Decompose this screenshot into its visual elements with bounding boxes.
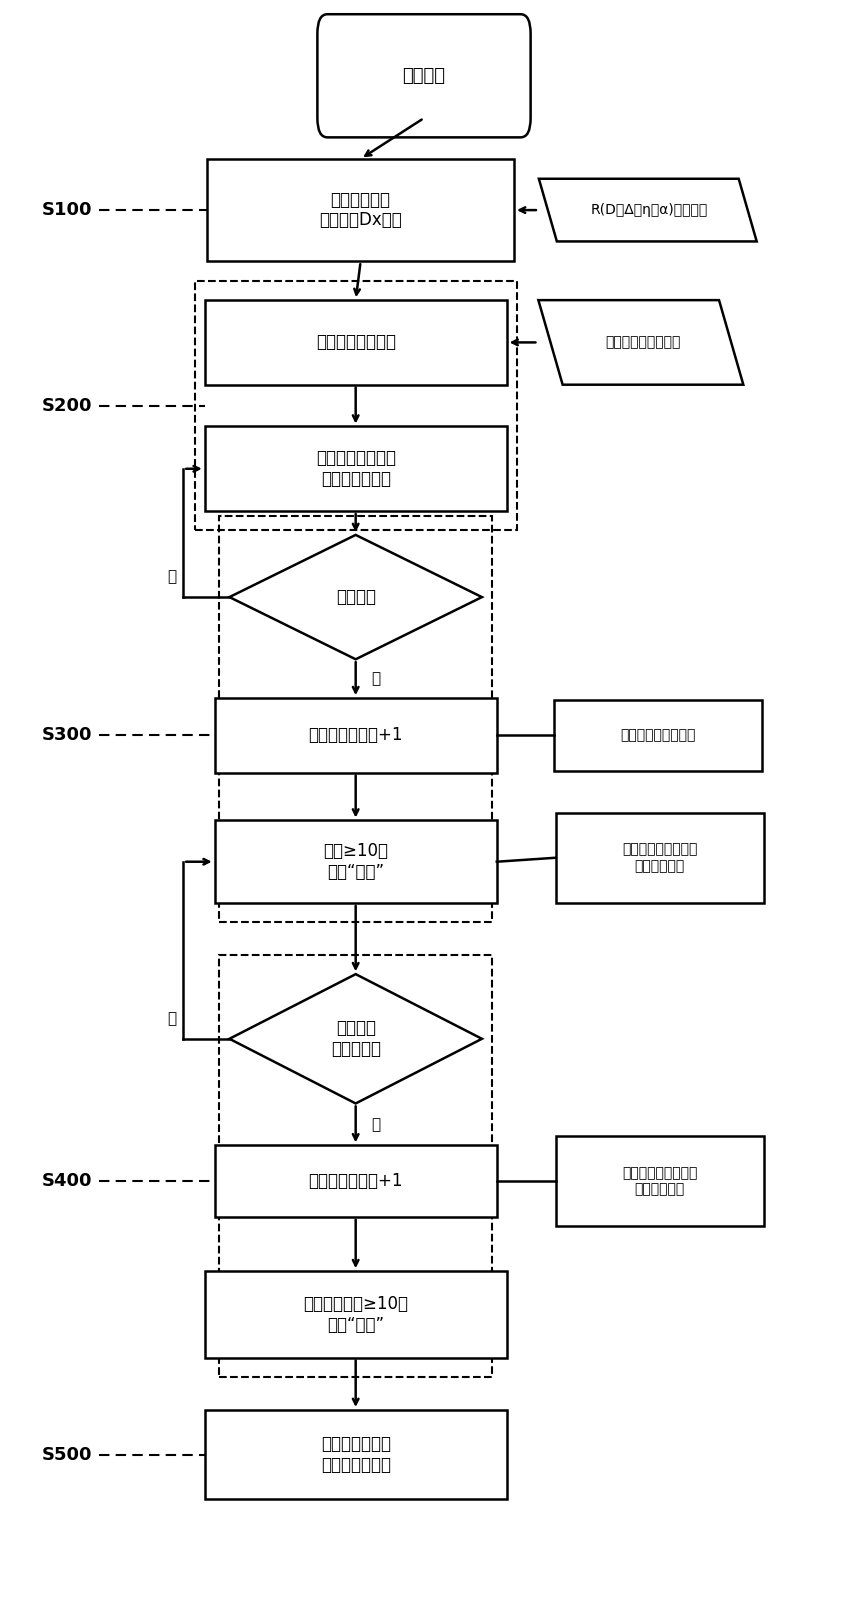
- Text: S500: S500: [42, 1446, 92, 1464]
- Text: 规则命中，计数+1: 规则命中，计数+1: [309, 1172, 403, 1189]
- Text: 规则命中计数≥10，
产生“模式”: 规则命中计数≥10， 产生“模式”: [304, 1294, 408, 1333]
- Text: 札机运行: 札机运行: [403, 66, 445, 84]
- Text: 建立札机孔型
基圆直径Dx模型: 建立札机孔型 基圆直径Dx模型: [319, 191, 402, 229]
- Text: 否: 否: [167, 569, 176, 585]
- Bar: [215, 698, 497, 772]
- Bar: [204, 1409, 506, 1500]
- Text: S400: S400: [42, 1172, 92, 1189]
- Text: R(D、Δ、η、α)函数数据: R(D、Δ、η、α)函数数据: [590, 204, 708, 217]
- Polygon shape: [230, 974, 482, 1104]
- Text: 对应命中，计数+1: 对应命中，计数+1: [309, 726, 403, 745]
- Bar: [215, 821, 497, 903]
- Bar: [204, 427, 506, 511]
- FancyBboxPatch shape: [317, 15, 531, 137]
- Text: S100: S100: [42, 200, 92, 220]
- Text: 模糊推导，计数次数
据可手动设置: 模糊推导，计数次数 据可手动设置: [622, 1167, 697, 1196]
- Text: 推导参数以指导
调整或控制札制: 推导参数以指导 调整或控制札制: [321, 1435, 391, 1474]
- Text: 是: 是: [371, 671, 380, 687]
- Text: 钓筋成品札制参数: 钓筋成品札制参数: [315, 333, 396, 351]
- Polygon shape: [230, 535, 482, 659]
- Text: 建立产品工艺参数
与特性数据函数: 建立产品工艺参数 与特性数据函数: [315, 449, 396, 488]
- Text: S200: S200: [42, 396, 92, 415]
- Bar: [194, 281, 516, 530]
- Bar: [204, 1272, 506, 1357]
- Text: 否: 否: [167, 1012, 176, 1026]
- Bar: [204, 301, 506, 385]
- Bar: [554, 700, 762, 771]
- Text: 规格、钓号、重量等: 规格、钓号、重量等: [605, 336, 680, 349]
- Text: 参数接近: 参数接近: [336, 588, 376, 606]
- Text: 模糊推导，计数次数
据可手动设置: 模糊推导，计数次数 据可手动设置: [622, 842, 697, 873]
- Bar: [207, 158, 514, 262]
- Bar: [555, 1136, 764, 1227]
- Polygon shape: [538, 179, 756, 241]
- Text: 是: 是: [371, 1117, 380, 1131]
- Bar: [555, 813, 764, 902]
- Text: S300: S300: [42, 726, 92, 745]
- Polygon shape: [538, 301, 744, 385]
- Bar: [215, 1146, 497, 1217]
- Text: 计数≥10，
产生“规则”: 计数≥10， 产生“规则”: [323, 842, 388, 881]
- Text: 最终数据可手动修正: 最终数据可手动修正: [620, 729, 695, 742]
- Bar: [220, 516, 492, 923]
- Bar: [220, 955, 492, 1377]
- Text: 规则推导
与实际符合: 规则推导 与实际符合: [331, 1020, 381, 1058]
